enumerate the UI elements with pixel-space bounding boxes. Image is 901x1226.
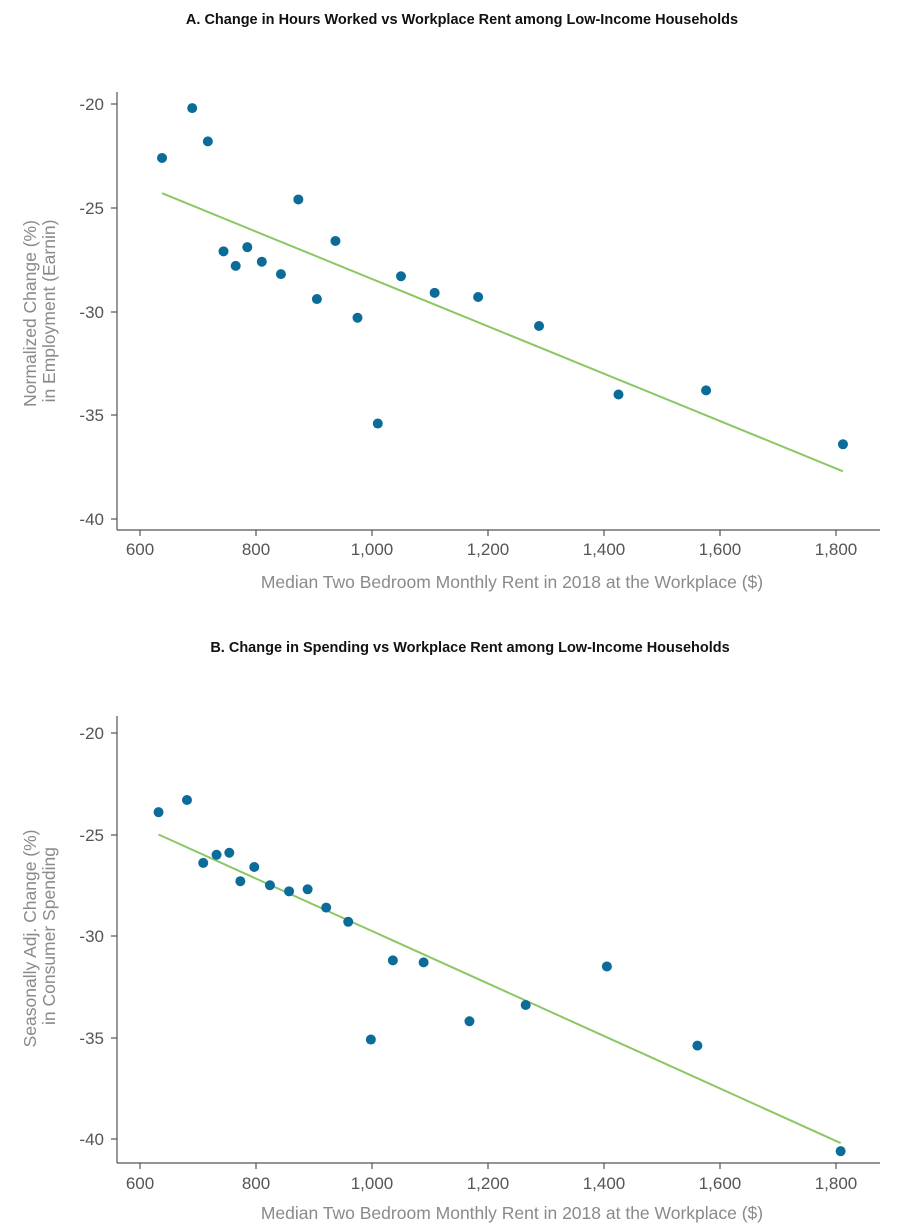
x-tick-label: 1,200 (467, 540, 510, 559)
points-group (157, 103, 848, 450)
data-point (321, 902, 332, 913)
y-tick-label: -40 (79, 1130, 104, 1149)
y-tick-label: -40 (79, 510, 104, 529)
chart-title: B. Change in Spending vs Workplace Rent … (210, 640, 729, 656)
fit-line (161, 192, 844, 473)
data-point (284, 886, 295, 897)
data-point (202, 136, 213, 147)
data-point (242, 242, 253, 253)
y-axis-label-line-2: in Consumer Spending (39, 847, 59, 1025)
data-point (520, 1000, 531, 1011)
data-point (198, 857, 209, 868)
data-point (264, 880, 275, 891)
y-tick-label: -30 (79, 927, 104, 946)
x-tick-label: 1,200 (467, 1174, 510, 1193)
data-point (464, 1016, 475, 1027)
x-tick-label: 1,600 (699, 1174, 742, 1193)
data-point (302, 884, 313, 895)
panel-b-spending-vs-rent: B. Change in Spending vs Workplace Rent … (20, 640, 880, 1223)
y-tick-label: -20 (79, 724, 104, 743)
data-point (157, 152, 168, 163)
data-point (218, 246, 229, 257)
y-tick-label: -35 (79, 406, 104, 425)
y-axis-label-line-1: Seasonally Adj. Change (%) (20, 829, 40, 1047)
data-point (224, 847, 235, 858)
fit-line (158, 833, 842, 1144)
data-point (352, 312, 363, 323)
x-axis-label: Median Two Bedroom Monthly Rent in 2018 … (261, 1203, 763, 1223)
points-group (153, 794, 846, 1157)
data-point (235, 876, 246, 887)
data-point (330, 235, 341, 246)
data-point (256, 256, 267, 267)
y-axis-label: Seasonally Adj. Change (%) in Consumer S… (20, 825, 59, 1048)
data-point (613, 389, 624, 400)
data-point (429, 287, 440, 298)
y-tick-label: -35 (79, 1029, 104, 1048)
data-point (181, 794, 192, 805)
chart-title: A. Change in Hours Worked vs Workplace R… (186, 12, 738, 28)
y-axis-ticks: -20 -25 -30 -35 -40 (79, 95, 117, 529)
x-tick-label: 800 (242, 540, 270, 559)
x-tick-label: 1,800 (815, 540, 858, 559)
y-tick-label: -25 (79, 199, 104, 218)
y-axis-ticks: -20 -25 -30 -35 -40 (79, 724, 117, 1149)
data-point (249, 861, 260, 872)
data-point (835, 1146, 846, 1157)
y-tick-label: -20 (79, 95, 104, 114)
data-point (275, 269, 286, 280)
data-point (534, 321, 545, 332)
fit-line-group (161, 192, 844, 473)
x-tick-label: 1,600 (699, 540, 742, 559)
data-point (396, 271, 406, 282)
x-tick-label: 1,400 (583, 540, 626, 559)
data-point (230, 260, 241, 271)
fit-line-group (158, 833, 842, 1144)
x-tick-label: 800 (242, 1174, 270, 1193)
panel-a-hours-worked-vs-rent: A. Change in Hours Worked vs Workplace R… (20, 12, 880, 592)
x-tick-label: 600 (126, 540, 154, 559)
y-axis-label-line-2: in Employment (Earnin) (39, 220, 59, 403)
data-point (692, 1040, 703, 1051)
data-point (387, 955, 398, 966)
data-point (601, 961, 612, 972)
x-axis-ticks: 600 800 1,000 1,200 1,400 1,600 1,800 (126, 530, 857, 559)
data-point (211, 849, 222, 860)
data-point (837, 439, 848, 450)
x-tick-label: 1,400 (583, 1174, 626, 1193)
x-tick-label: 1,800 (815, 1174, 858, 1193)
data-point (372, 418, 383, 429)
x-tick-label: 600 (126, 1174, 154, 1193)
data-point (343, 916, 354, 927)
data-point (187, 103, 198, 114)
data-point (473, 291, 484, 302)
x-tick-label: 1,000 (351, 1174, 394, 1193)
x-tick-label: 1,000 (351, 540, 394, 559)
y-tick-label: -30 (79, 303, 104, 322)
data-point (418, 957, 429, 968)
y-axis-label: Normalized Change (%) in Employment (Ear… (20, 215, 59, 407)
data-point (701, 385, 712, 396)
y-axis-label-line-1: Normalized Change (%) (20, 220, 40, 407)
data-point (311, 294, 322, 305)
y-tick-label: -25 (79, 826, 104, 845)
x-axis-ticks: 600 800 1,000 1,200 1,400 1,600 1,800 (126, 1163, 857, 1193)
x-axis-label: Median Two Bedroom Monthly Rent in 2018 … (261, 572, 763, 592)
data-point (153, 807, 164, 818)
data-point (365, 1034, 376, 1045)
data-point (293, 194, 304, 205)
